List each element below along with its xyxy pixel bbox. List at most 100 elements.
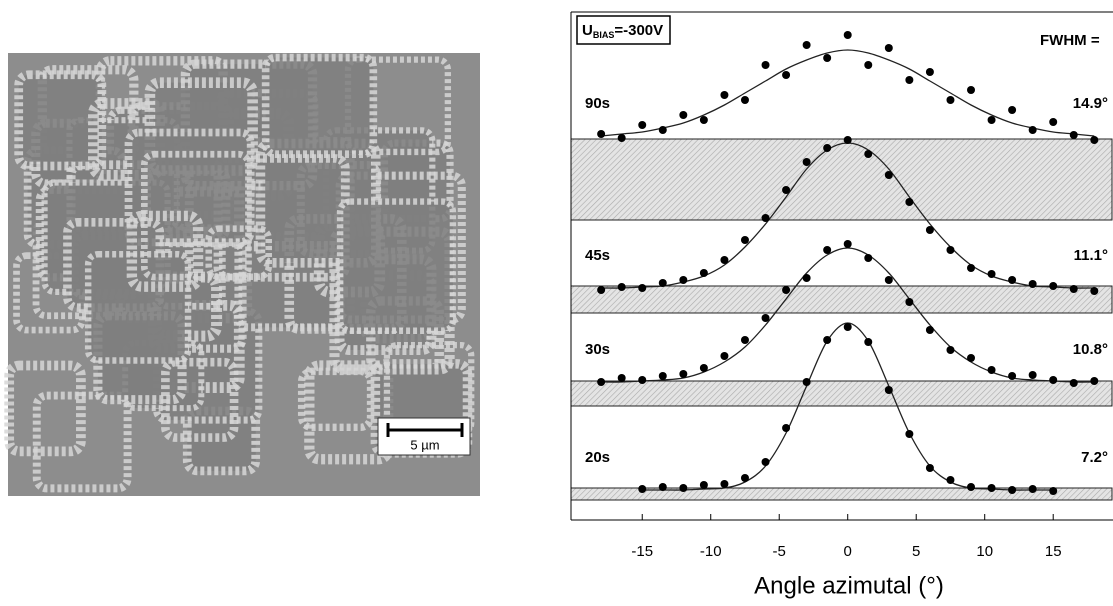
data-point — [761, 314, 770, 322]
data-point — [823, 246, 832, 254]
x-tick-label: 0 — [844, 543, 852, 560]
data-point — [1028, 280, 1037, 288]
data-point — [740, 336, 749, 344]
data-point — [1049, 376, 1058, 384]
data-point — [967, 86, 976, 94]
data-point — [699, 116, 708, 124]
data-point — [946, 346, 955, 354]
data-point — [884, 44, 893, 52]
data-point — [617, 374, 626, 382]
data-point — [658, 483, 667, 491]
data-point — [1028, 371, 1037, 379]
data-point — [1049, 282, 1058, 290]
data-point — [987, 366, 996, 374]
data-point — [823, 144, 832, 152]
data-point — [782, 424, 791, 432]
data-point — [638, 284, 647, 292]
data-point — [925, 226, 934, 234]
data-point — [843, 31, 852, 39]
data-point — [1049, 118, 1058, 126]
data-point — [802, 158, 811, 166]
x-tick-label: -15 — [631, 543, 653, 560]
sem-grain — [84, 250, 192, 364]
data-point — [679, 276, 688, 284]
sem-grain — [161, 357, 239, 442]
sem-grain — [140, 150, 252, 281]
data-point — [802, 378, 811, 386]
panel-label: 30s — [585, 341, 610, 358]
bands — [570, 138, 1113, 501]
data-point — [905, 76, 914, 84]
fwhm-label: 14.9° — [1073, 95, 1108, 112]
data-point — [597, 130, 606, 138]
sem-grain — [4, 360, 86, 457]
panel-label: 45s — [585, 247, 610, 264]
data-point — [679, 370, 688, 378]
data-point — [658, 279, 667, 287]
data-point — [1028, 485, 1037, 493]
sem-grain — [14, 70, 107, 171]
panel-label: 20s — [585, 449, 610, 466]
data-point — [864, 61, 873, 69]
data-point — [1008, 486, 1017, 494]
data-point — [679, 111, 688, 119]
scale-box — [377, 417, 471, 456]
sem-grain — [297, 367, 375, 432]
sem-grain — [261, 53, 378, 159]
data-point — [905, 298, 914, 306]
data-point — [987, 116, 996, 124]
fwhm-label: 11.1° — [1074, 247, 1108, 264]
fit-curve — [642, 322, 1054, 491]
data-point — [740, 236, 749, 244]
sem-grain — [126, 210, 204, 292]
data-point — [987, 484, 996, 492]
data-point — [1090, 287, 1099, 295]
data-point — [1049, 487, 1058, 495]
data-point — [925, 326, 934, 334]
data-point — [740, 96, 749, 104]
fwhm-label: 10.8° — [1073, 341, 1108, 358]
data-point — [987, 270, 996, 278]
data-point — [761, 458, 770, 466]
data-point — [1069, 285, 1078, 293]
band — [570, 138, 1113, 221]
annotation-box — [576, 15, 671, 45]
data-point — [1028, 126, 1037, 134]
data-point — [617, 134, 626, 142]
data-point — [699, 269, 708, 277]
annotation-u: U — [582, 22, 593, 39]
data-point — [597, 286, 606, 294]
sem-image — [4, 53, 480, 496]
data-point — [720, 91, 729, 99]
data-point — [884, 386, 893, 394]
data-point — [720, 256, 729, 264]
data-point — [1008, 276, 1017, 284]
data-point — [782, 186, 791, 194]
data-point — [699, 364, 708, 372]
data-point — [658, 372, 667, 380]
data-point — [946, 476, 955, 484]
data-point — [905, 430, 914, 438]
x-tick-label: -5 — [773, 543, 786, 560]
data-point — [802, 41, 811, 49]
sem-grain — [304, 360, 394, 465]
data-point — [884, 276, 893, 284]
data-point — [761, 214, 770, 222]
sem-grain — [336, 198, 457, 334]
scale-bar: 5 µm — [377, 417, 471, 456]
band — [570, 380, 1113, 407]
fwhm-label: 7.2° — [1081, 449, 1108, 466]
data-point — [597, 378, 606, 386]
x-axis-label: Angle azimutal (°) — [754, 572, 944, 599]
data-point — [638, 485, 647, 493]
data-point — [843, 240, 852, 248]
data-point — [884, 171, 893, 179]
data-point — [925, 68, 934, 76]
data-point — [1090, 377, 1099, 385]
data-point — [823, 54, 832, 62]
data-point — [925, 464, 934, 472]
data-point — [905, 198, 914, 206]
data-point — [699, 481, 708, 489]
data-point — [1008, 106, 1017, 114]
data-point — [1069, 131, 1078, 139]
